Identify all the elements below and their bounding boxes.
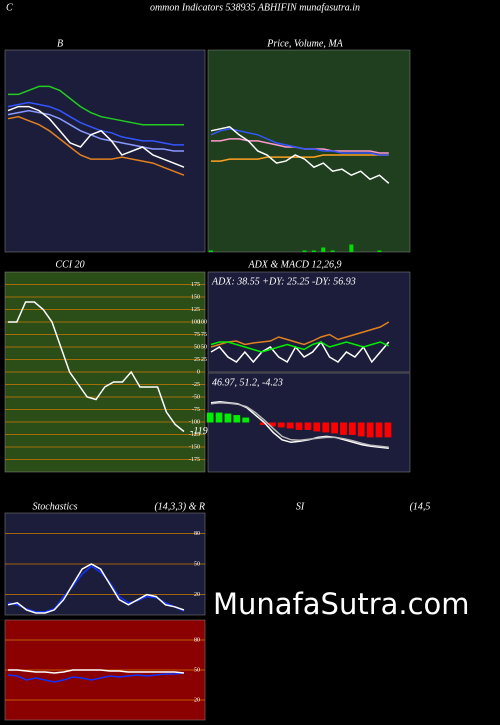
histogram-bar bbox=[366, 422, 374, 438]
series-line bbox=[8, 85, 184, 126]
y-tick-label: -100 bbox=[189, 419, 200, 425]
histogram-bar bbox=[348, 422, 356, 435]
series-line bbox=[7, 672, 185, 683]
y-tick-label: -50 bbox=[192, 394, 200, 400]
series-line bbox=[7, 101, 184, 146]
histogram-bar bbox=[384, 422, 392, 438]
histogram-bar bbox=[322, 422, 330, 433]
series-line bbox=[7, 109, 184, 152]
histogram-bar bbox=[215, 412, 223, 423]
series-line bbox=[7, 565, 185, 613]
panel-title: B bbox=[57, 38, 63, 49]
y-tick-label: 80 bbox=[194, 637, 200, 643]
panel-title: ADX & MACD 12,26,9 bbox=[247, 259, 341, 270]
volume-bar bbox=[311, 250, 316, 252]
histogram-bar bbox=[233, 415, 241, 423]
series-line bbox=[210, 125, 390, 184]
y-tick-label: -150 bbox=[189, 444, 200, 450]
y-tick-label: 25 bbox=[201, 357, 207, 363]
y-tick-label: 50 bbox=[194, 667, 200, 673]
y-tick-label: 175 bbox=[191, 282, 200, 288]
panel-info: 46.97, 51.2, -4.23 bbox=[212, 377, 283, 388]
histogram-bar bbox=[277, 422, 285, 428]
panel-title: Stochastics bbox=[33, 501, 78, 512]
y-tick-label: 75 bbox=[201, 332, 207, 338]
histogram-bar bbox=[331, 422, 338, 434]
y-tick-label: 75 bbox=[194, 332, 200, 338]
series-line bbox=[210, 321, 390, 348]
y-tick-label: -25 bbox=[192, 382, 200, 388]
panel-info: ADX: 38.55 +DY: 25.25 -DY: 56.93 bbox=[211, 276, 356, 287]
volume-bar bbox=[377, 250, 382, 252]
volume-bar bbox=[209, 250, 213, 252]
histogram-bar bbox=[304, 422, 312, 430]
series-line bbox=[7, 115, 185, 176]
y-tick-label: 80 bbox=[194, 531, 200, 537]
histogram-bar bbox=[224, 413, 232, 423]
y-tick-label: 20 bbox=[194, 592, 200, 598]
volume-bar bbox=[302, 250, 307, 252]
last-value-label: -119 bbox=[190, 426, 208, 437]
y-tick-label: 0 bbox=[197, 369, 200, 375]
histogram-bar bbox=[286, 422, 294, 429]
panel-title-part: SI bbox=[296, 501, 305, 512]
panel-title-part: (14,5 bbox=[410, 501, 431, 512]
series-line bbox=[7, 105, 185, 168]
histogram-bar bbox=[357, 422, 365, 437]
histogram-bar bbox=[340, 422, 347, 435]
histogram-bar bbox=[313, 422, 321, 432]
series-line bbox=[210, 340, 390, 364]
series-line bbox=[8, 301, 185, 433]
panel-title-part: (14,3,3) & R bbox=[154, 501, 205, 512]
y-tick-label: -75 bbox=[192, 407, 200, 413]
y-tick-label: -175 bbox=[189, 457, 200, 463]
y-tick-label: 20 bbox=[194, 697, 200, 703]
histogram-bar bbox=[375, 422, 383, 438]
series-line bbox=[210, 401, 389, 449]
histogram-bar bbox=[260, 422, 267, 425]
volume-bar bbox=[321, 247, 326, 252]
histogram-bar bbox=[295, 422, 303, 430]
histogram-bar bbox=[242, 417, 250, 423]
y-tick-label: 50 bbox=[194, 344, 200, 350]
watermark: MunafaSutra.com bbox=[213, 587, 470, 621]
y-tick-label: 25 bbox=[194, 357, 200, 363]
header-title: ommon Indicators 538935 ABHIFIN munafasu… bbox=[150, 2, 360, 13]
series-line bbox=[7, 563, 185, 614]
y-tick-label: 150 bbox=[191, 294, 200, 300]
y-tick-label: 50 bbox=[194, 561, 200, 567]
y-tick-label: 50 bbox=[201, 344, 207, 350]
histogram-bar bbox=[268, 422, 276, 427]
panel bbox=[207, 271, 411, 373]
header-letter: C bbox=[6, 2, 13, 13]
panel bbox=[207, 49, 411, 253]
volume-bar bbox=[349, 244, 354, 252]
panel-title: CCI 20 bbox=[55, 259, 84, 270]
volume-bar bbox=[330, 250, 335, 252]
y-tick-label: 125 bbox=[191, 307, 200, 313]
series-line bbox=[8, 669, 185, 674]
series-line bbox=[210, 341, 390, 353]
panel-title: Price, Volume, MA bbox=[266, 38, 343, 49]
histogram-bar bbox=[206, 412, 214, 423]
y-tick-label: 100 bbox=[198, 319, 207, 325]
y-tick-label: 100 bbox=[191, 319, 200, 325]
y-tick-label: -125 bbox=[189, 432, 200, 438]
series-line bbox=[210, 128, 389, 156]
